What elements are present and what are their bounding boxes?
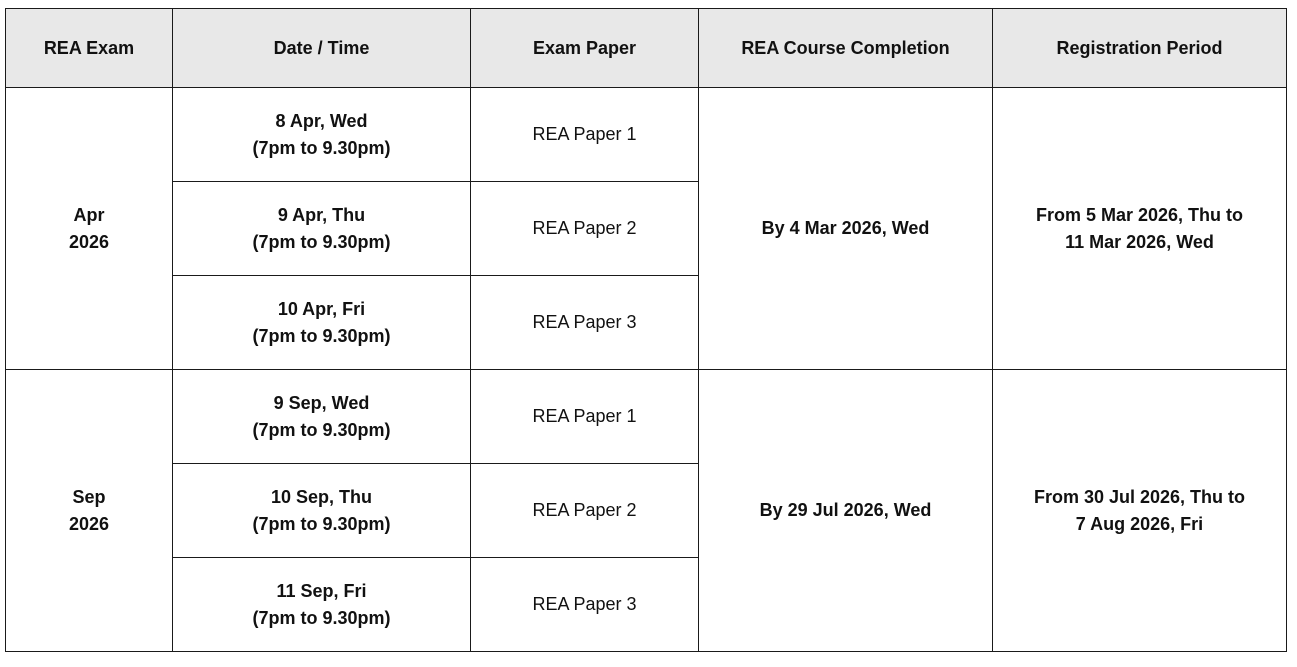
exam-date: 11 Sep, Fri: [276, 580, 367, 601]
exam-paper-cell: REA Paper 1: [470, 369, 699, 464]
exam-date: 10 Sep, Thu: [270, 486, 373, 507]
table-row: Apr 2026 8 Apr, Wed (7pm to 9.30pm) REA Pape…: [5, 87, 1287, 370]
exam-date: 10 Apr, Fri: [277, 298, 366, 319]
exam-paper-cell: REA Paper 2: [470, 181, 699, 276]
exam-year: 2026: [68, 513, 110, 534]
exam-month: Sep: [72, 486, 106, 507]
registration-end: 11 Mar 2026, Wed: [1065, 231, 1214, 252]
exam-time: (7pm to 9.30pm): [252, 607, 391, 628]
registration-start: From 5 Mar 2026, Thu to: [1035, 204, 1244, 225]
exam-time: (7pm to 9.30pm): [252, 513, 391, 534]
exam-date: 9 Sep, Wed: [273, 392, 370, 413]
registration-start: From 30 Jul 2026, Thu to: [1033, 486, 1246, 507]
table-row: Sep 2026 9 Sep, Wed (7pm to 9.30pm) REA Pape…: [5, 369, 1287, 652]
course-completion-cell: By 29 Jul 2026, Wed: [698, 369, 993, 652]
registration-period-cell: From 30 Jul 2026, Thu to 7 Aug 2026, Fri: [992, 369, 1287, 652]
date-time-cell: 10 Apr, Fri (7pm to 9.30pm): [172, 275, 471, 370]
exam-year: 2026: [68, 231, 110, 252]
header-exam-paper: Exam Paper: [470, 8, 699, 88]
exam-paper-cell: REA Paper 1: [470, 87, 699, 182]
exam-paper-cell: REA Paper 2: [470, 463, 699, 558]
exam-time: (7pm to 9.30pm): [252, 419, 391, 440]
course-completion-cell: By 4 Mar 2026, Wed: [698, 87, 993, 370]
exam-session-cell: Apr 2026: [5, 87, 173, 370]
header-registration-period: Registration Period: [992, 8, 1287, 88]
table-row: 9 Apr, Thu (7pm to 9.30pm) REA Paper 2: [6, 181, 1287, 276]
date-time-cell: 9 Sep, Wed (7pm to 9.30pm): [172, 369, 471, 464]
exam-paper-cell: REA Paper 3: [470, 557, 699, 652]
exam-schedule-table: REA Exam Date / Time Exam Paper REA Cour…: [5, 8, 1287, 652]
date-time-cell: 9 Apr, Thu (7pm to 9.30pm): [172, 181, 471, 276]
exam-date: 9 Apr, Thu: [277, 204, 366, 225]
exam-paper-cell: REA Paper 3: [470, 275, 699, 370]
exam-session-cell: Sep 2026: [5, 369, 173, 652]
header-row: REA Exam Date / Time Exam Paper REA Cour…: [5, 8, 1287, 88]
header-date-time: Date / Time: [172, 8, 471, 88]
date-time-cell: 8 Apr, Wed (7pm to 9.30pm): [172, 87, 471, 182]
date-time-cell: 10 Sep, Thu (7pm to 9.30pm): [172, 463, 471, 558]
registration-end: 7 Aug 2026, Fri: [1075, 513, 1204, 534]
header-rea-exam: REA Exam: [5, 8, 173, 88]
table-row: 11 Sep, Fri (7pm to 9.30pm) REA Paper 3: [6, 557, 1287, 652]
header-course-completion: REA Course Completion: [698, 8, 993, 88]
exam-date: 8 Apr, Wed: [275, 110, 368, 131]
table-row: 10 Apr, Fri (7pm to 9.30pm) REA Paper 3: [6, 275, 1287, 370]
table-row: 10 Sep, Thu (7pm to 9.30pm) REA Paper 2: [6, 463, 1287, 558]
exam-month: Apr: [73, 204, 105, 225]
exam-time: (7pm to 9.30pm): [252, 231, 391, 252]
date-time-cell: 11 Sep, Fri (7pm to 9.30pm): [172, 557, 471, 652]
exam-time: (7pm to 9.30pm): [252, 137, 391, 158]
exam-time: (7pm to 9.30pm): [252, 325, 391, 346]
registration-period-cell: From 5 Mar 2026, Thu to 11 Mar 2026, Wed: [992, 87, 1287, 370]
